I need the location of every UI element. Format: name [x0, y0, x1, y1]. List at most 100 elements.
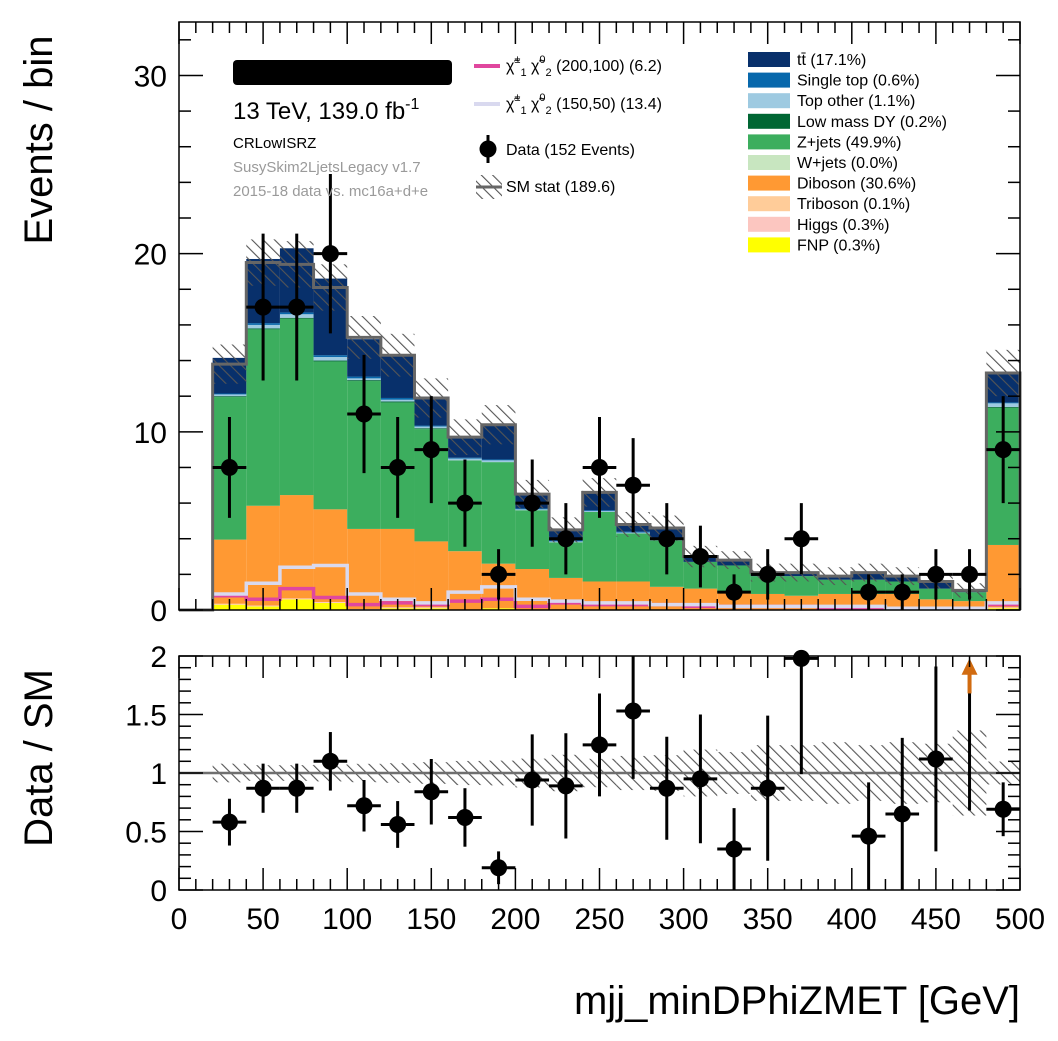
stack-bar-7-6: [380, 399, 415, 402]
x-tick-label-6: 300: [659, 903, 709, 936]
ratio-point-9: [515, 734, 550, 826]
svg-text:Single top (0.6%): Single top (0.6%): [797, 73, 920, 90]
data-point-6: [414, 396, 449, 504]
data-points: [212, 173, 1020, 610]
data-point-13: [649, 503, 684, 575]
main-y-axis-title: Events / bin: [17, 35, 61, 244]
software-label: SusySkim2LjetsLegacy v1.7: [233, 159, 421, 176]
ratio-points: [212, 649, 1020, 890]
ratio-y-tick-label-4: 2: [150, 641, 167, 674]
ratio-point-11: [582, 693, 617, 797]
ratio-point-21: [986, 782, 1020, 837]
svg-text:χ̃±1 χ̃02 (150,50) (13.4): χ̃±1 χ̃02 (150,50) (13.4): [506, 92, 662, 117]
svg-text:W+jets (0.0%): W+jets (0.0%): [797, 155, 898, 172]
svg-text:Top other (1.1%): Top other (1.1%): [797, 93, 915, 110]
svg-text:Triboson (0.1%): Triboson (0.1%): [797, 196, 910, 213]
data-point-21: [952, 549, 987, 600]
stack-bar-6-1: [212, 396, 247, 398]
legend-bg-2: Top other (1.1%): [748, 93, 915, 110]
legend-bg-3: Low mass DY (0.2%): [748, 113, 947, 131]
x-axis-title: mjj_minDPhiZMET [GeV]: [574, 979, 1020, 1023]
x-tick-label-8: 400: [827, 903, 877, 936]
x-tick-label-7: 350: [743, 903, 793, 936]
svg-text:Data (152 Events): Data (152 Events): [506, 142, 635, 159]
svg-text:Z+jets (49.9%): Z+jets (49.9%): [797, 134, 901, 151]
ratio-point-10: [549, 733, 583, 839]
ratio-point-1: [246, 763, 280, 813]
data-point-14: [683, 525, 718, 588]
main-plot-ticks: 0 10 20 30: [134, 22, 1021, 628]
ratio-y-tick-label-3: 1.5: [125, 700, 167, 733]
ratio-point-16: [750, 715, 785, 861]
data-point-2: [279, 233, 314, 381]
ratio-point-12: [616, 656, 650, 779]
legend-data: Data (152 Events): [479, 135, 635, 163]
stack-bar-5-12: [582, 512, 617, 582]
stack-bar-8-8: [448, 457, 482, 459]
legend-bg-9: FNP (0.3%): [748, 237, 880, 254]
ratio-point-20: [919, 666, 953, 852]
stack-bar-3-5: [347, 528, 381, 610]
ratio-point-8: [481, 851, 516, 885]
ratio-plot-ticks: 0 0.5 1 1.5 2 0 50 100 150 200 250 300 350 400 450 500: [125, 641, 1045, 936]
ratio-point-14: [683, 714, 718, 844]
legend-bg-0: tt̄ (17.1%): [748, 52, 866, 69]
ratio-point-2: [279, 763, 314, 813]
stack-bar-3-3: [279, 495, 314, 599]
stack-bar-8-9: [481, 459, 516, 461]
data-point-1: [246, 233, 280, 381]
ratio-point-18: [851, 782, 886, 890]
stack-bar-8-4: [313, 355, 348, 357]
stack-bar-3-24: [986, 544, 1020, 608]
svg-text:Low mass DY (0.2%): Low mass DY (0.2%): [797, 114, 947, 131]
svg-text:Higgs (0.3%): Higgs (0.3%): [797, 217, 889, 234]
stack-bar-7-8: [448, 458, 482, 461]
main-y-tick-label-1: 10: [134, 417, 167, 450]
stack-bar-5-9: [481, 462, 516, 564]
info-block: 13 TeV, 139.0 fb-1 CRLowISRZ SusySkim2Lj…: [233, 60, 452, 200]
svg-text:FNP (0.3%): FNP (0.3%): [797, 237, 880, 254]
data-point-8: [481, 549, 516, 600]
data-point-9: [515, 459, 550, 547]
region-label: CRLowISRZ: [233, 135, 316, 152]
data-point-17: [784, 503, 819, 575]
stack-bar-7-9: [481, 460, 516, 463]
stack-bar-5-4: [313, 361, 348, 510]
stack-bar-3-6: [380, 528, 415, 608]
ratio-y-axis-title: Data / SM: [17, 669, 61, 847]
ratio-point-13: [649, 736, 684, 840]
data-point-4: [347, 354, 381, 474]
x-tick-label-10: 500: [995, 903, 1045, 936]
svg-text:SM stat (189.6): SM stat (189.6): [506, 179, 615, 196]
ratio-y-tick-label-0: 0: [150, 875, 167, 908]
x-tick-label-0: 0: [171, 903, 188, 936]
legend-signals: χ̃±1 χ̃02 (200,100) (6.2) χ̃±1 χ̃02 (150,…: [474, 54, 662, 199]
svg-text:χ̃±1 χ̃02 (200,100) (6.2): χ̃±1 χ̃02 (200,100) (6.2): [506, 54, 662, 79]
legend-backgrounds: tt̄ (17.1%) Single top (0.6%) Top other (1…: [748, 52, 947, 254]
ratio-point-15: [717, 808, 751, 890]
main-y-tick-label-2: 20: [134, 239, 167, 272]
legend-sm-stat: SM stat (189.6): [476, 175, 615, 199]
legend-bg-1: Single top (0.6%): [748, 72, 920, 90]
stack-bar-6-4: [313, 360, 348, 362]
ratio-point-6: [414, 758, 449, 825]
stack-bar-7-4: [313, 356, 348, 361]
legend-signal-1: χ̃±1 χ̃02 (150,50) (13.4): [474, 92, 662, 117]
stack-bar-6-6: [380, 401, 415, 403]
ratio-point-5: [380, 801, 415, 848]
ratio-y-tick-label-2: 1: [150, 758, 167, 791]
data-point-3: [313, 173, 348, 334]
legend-bg-4: Z+jets (49.9%): [748, 134, 901, 151]
data-point-10: [549, 503, 583, 575]
ratio-point-7: [448, 788, 482, 847]
stack-bar-1-3: [279, 598, 314, 600]
stack-bar-5-13: [616, 533, 650, 582]
stack-bar-8-1: [212, 393, 247, 395]
x-tick-label-5: 250: [574, 903, 624, 936]
ratio-y-tick-label-1: 0.5: [125, 817, 167, 850]
x-tick-label-9: 450: [911, 903, 961, 936]
main-y-tick-label-3: 30: [134, 60, 167, 93]
energy-lumi-label: 13 TeV, 139.0 fb-1: [233, 96, 420, 125]
svg-text:tt̄ (17.1%): tt̄ (17.1%): [797, 52, 866, 69]
main-plot: 0 10 20 30 Events / bin 13 TeV, 139.0 fb-1 …: [17, 21, 1022, 628]
